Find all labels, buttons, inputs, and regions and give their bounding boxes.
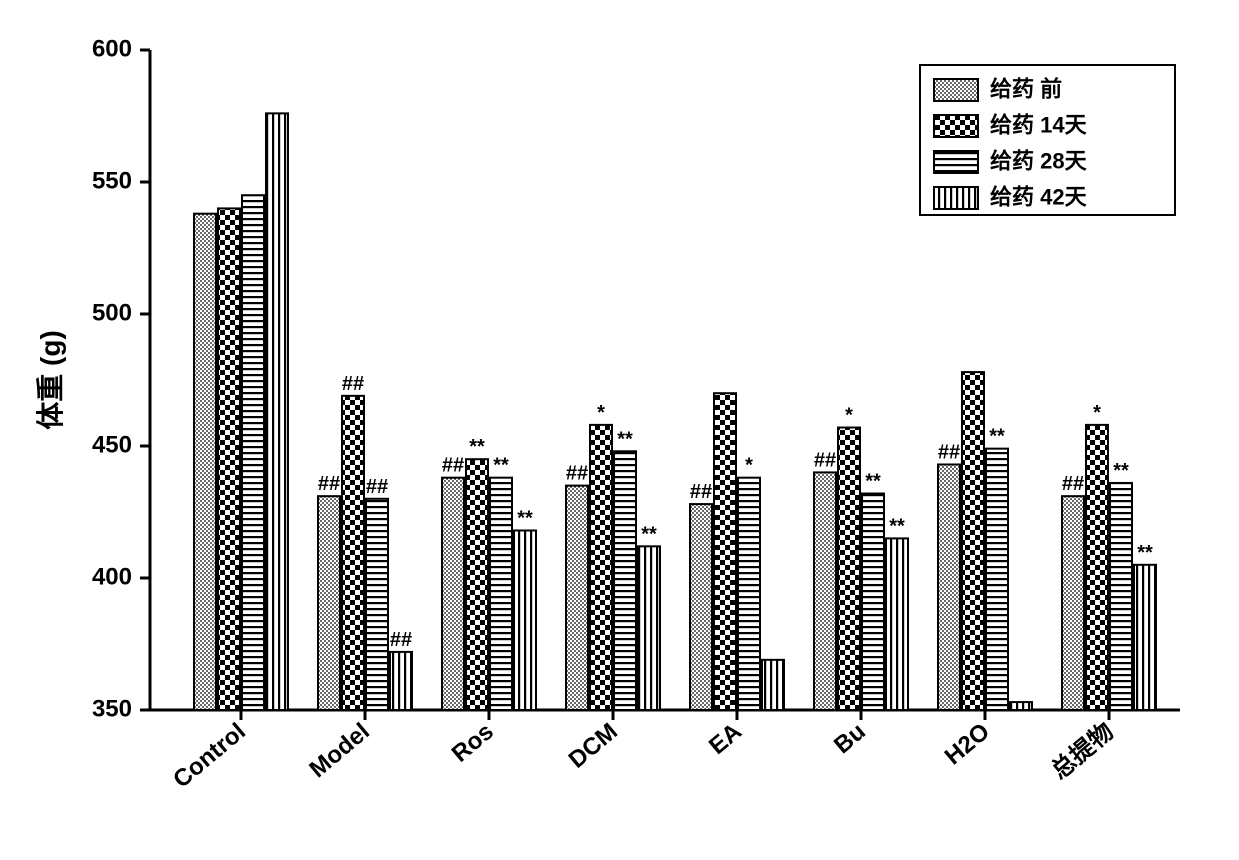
bar xyxy=(962,372,984,710)
bar-chart: 350 400 450 500 550 600 体重 (g) Control Model ## ##… xyxy=(20,20,1220,840)
legend-label: 给药 28天 xyxy=(990,149,1088,174)
significance-label: ** xyxy=(469,436,485,458)
bar xyxy=(318,496,340,710)
significance-label: ** xyxy=(517,507,533,529)
bar xyxy=(490,478,512,710)
significance-label: ## xyxy=(566,463,588,485)
bar xyxy=(442,478,464,710)
legend-swatch xyxy=(934,115,978,137)
y-tick-label: 500 xyxy=(92,299,132,326)
bar xyxy=(1134,565,1156,710)
bar xyxy=(690,504,712,710)
y-tick-label: 450 xyxy=(92,431,132,458)
legend-label: 给药 前 xyxy=(990,77,1062,102)
significance-label: ** xyxy=(493,455,509,477)
bar xyxy=(218,208,240,710)
x-category-label: Ros xyxy=(447,718,499,768)
bar xyxy=(986,449,1008,710)
significance-label: ## xyxy=(938,441,960,463)
significance-label: * xyxy=(597,402,605,424)
significance-label: ## xyxy=(318,473,340,495)
significance-label: ## xyxy=(366,476,388,498)
significance-label: * xyxy=(845,405,853,427)
bar xyxy=(590,425,612,710)
bar xyxy=(938,464,960,710)
bar xyxy=(614,451,636,710)
bar xyxy=(1086,425,1108,710)
significance-label: ## xyxy=(442,455,464,477)
y-tick-label: 600 xyxy=(92,35,132,62)
bar xyxy=(466,459,488,710)
y-axis-label: 体重 (g) xyxy=(35,330,66,430)
significance-label: ## xyxy=(342,373,364,395)
x-category-label: Bu xyxy=(829,718,871,759)
significance-label: ** xyxy=(1113,460,1129,482)
significance-label: ** xyxy=(1137,542,1153,564)
significance-label: ** xyxy=(641,523,657,545)
bar xyxy=(366,499,388,710)
x-category-label: DCM xyxy=(564,718,623,774)
bar xyxy=(638,546,660,710)
bar xyxy=(1110,483,1132,710)
y-tick-label: 400 xyxy=(92,563,132,590)
bar xyxy=(838,428,860,710)
bar xyxy=(242,195,264,710)
significance-label: ## xyxy=(390,629,412,651)
bar xyxy=(814,472,836,710)
y-tick-label: 350 xyxy=(92,695,132,722)
bar xyxy=(1010,702,1032,710)
bar xyxy=(738,478,760,710)
y-tick-label: 550 xyxy=(92,167,132,194)
x-category-label: EA xyxy=(704,718,747,760)
legend-label: 给药 14天 xyxy=(990,113,1088,138)
bar xyxy=(886,538,908,710)
bar xyxy=(514,530,536,710)
significance-label: ** xyxy=(617,428,633,450)
significance-label: * xyxy=(1093,402,1101,424)
bar xyxy=(566,486,588,710)
significance-label: ## xyxy=(690,481,712,503)
x-category-label: 总提物 xyxy=(1046,717,1119,785)
legend-label: 给药 42天 xyxy=(990,185,1088,210)
bar xyxy=(194,214,216,710)
significance-label: ## xyxy=(1062,473,1084,495)
x-category-label: Model xyxy=(304,718,374,783)
bar xyxy=(1062,496,1084,710)
significance-label: * xyxy=(745,455,753,477)
bar xyxy=(762,660,784,710)
significance-label: ** xyxy=(865,471,881,493)
bar xyxy=(862,494,884,710)
chart-svg: 350 400 450 500 550 600 体重 (g) Control Model ## ##… xyxy=(20,20,1220,840)
bar xyxy=(390,652,412,710)
significance-label: ## xyxy=(814,449,836,471)
legend-swatch xyxy=(934,151,978,173)
significance-label: ** xyxy=(989,426,1005,448)
significance-label: ** xyxy=(889,515,905,537)
bar xyxy=(266,113,288,710)
bar xyxy=(342,396,364,710)
x-category-label: H2O xyxy=(940,718,995,770)
legend-swatch xyxy=(934,79,978,101)
legend-swatch xyxy=(934,187,978,209)
bar xyxy=(714,393,736,710)
x-category-label: Control xyxy=(168,718,251,794)
